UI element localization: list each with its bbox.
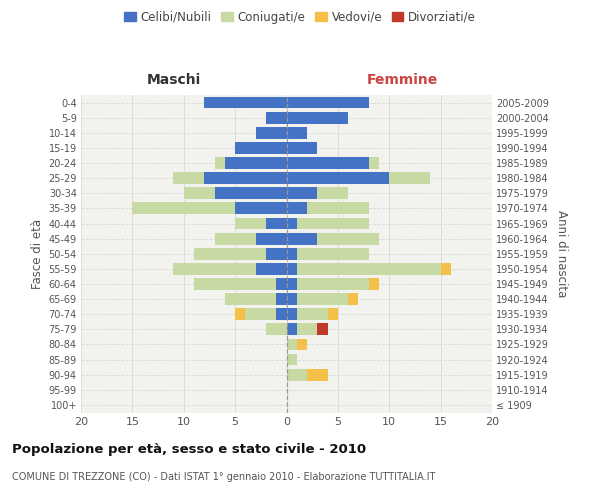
- Bar: [287, 142, 317, 154]
- Bar: [369, 157, 379, 169]
- Bar: [317, 324, 328, 335]
- Bar: [173, 263, 256, 275]
- Bar: [276, 278, 287, 290]
- Bar: [184, 188, 215, 199]
- Bar: [215, 188, 287, 199]
- Bar: [287, 278, 297, 290]
- Bar: [307, 369, 328, 380]
- Bar: [287, 354, 297, 366]
- Bar: [328, 308, 338, 320]
- Y-axis label: Anni di nascita: Anni di nascita: [554, 210, 568, 298]
- Bar: [287, 293, 297, 305]
- Bar: [440, 263, 451, 275]
- Bar: [287, 369, 307, 380]
- Bar: [287, 112, 348, 124]
- Bar: [215, 157, 225, 169]
- Bar: [133, 202, 235, 214]
- Bar: [307, 202, 369, 214]
- Bar: [287, 232, 317, 244]
- Bar: [297, 324, 317, 335]
- Bar: [225, 293, 276, 305]
- Bar: [194, 278, 276, 290]
- Text: Maschi: Maschi: [147, 74, 201, 88]
- Bar: [297, 218, 369, 230]
- Bar: [235, 142, 287, 154]
- Bar: [287, 157, 369, 169]
- Y-axis label: Fasce di età: Fasce di età: [31, 218, 44, 289]
- Bar: [256, 232, 287, 244]
- Bar: [287, 308, 297, 320]
- Bar: [287, 324, 297, 335]
- Bar: [287, 172, 389, 184]
- Bar: [245, 308, 276, 320]
- Bar: [225, 157, 287, 169]
- Bar: [204, 96, 287, 108]
- Bar: [389, 172, 430, 184]
- Bar: [266, 324, 287, 335]
- Bar: [369, 278, 379, 290]
- Bar: [297, 338, 307, 350]
- Bar: [266, 112, 287, 124]
- Bar: [173, 172, 204, 184]
- Bar: [215, 232, 256, 244]
- Bar: [297, 263, 440, 275]
- Bar: [287, 96, 369, 108]
- Bar: [287, 218, 297, 230]
- Bar: [266, 218, 287, 230]
- Bar: [266, 248, 287, 260]
- Bar: [287, 202, 307, 214]
- Bar: [317, 188, 348, 199]
- Bar: [235, 308, 245, 320]
- Bar: [235, 218, 266, 230]
- Bar: [287, 248, 297, 260]
- Bar: [204, 172, 287, 184]
- Bar: [276, 293, 287, 305]
- Bar: [287, 338, 297, 350]
- Bar: [287, 263, 297, 275]
- Bar: [317, 232, 379, 244]
- Bar: [276, 308, 287, 320]
- Legend: Celibi/Nubili, Coniugati/e, Vedovi/e, Divorziati/e: Celibi/Nubili, Coniugati/e, Vedovi/e, Di…: [119, 6, 481, 28]
- Bar: [235, 202, 287, 214]
- Bar: [297, 308, 328, 320]
- Bar: [287, 127, 307, 138]
- Bar: [297, 293, 348, 305]
- Bar: [256, 263, 287, 275]
- Bar: [194, 248, 266, 260]
- Text: Femmine: Femmine: [367, 74, 437, 88]
- Bar: [297, 278, 369, 290]
- Bar: [297, 248, 369, 260]
- Text: COMUNE DI TREZZONE (CO) - Dati ISTAT 1° gennaio 2010 - Elaborazione TUTTITALIA.I: COMUNE DI TREZZONE (CO) - Dati ISTAT 1° …: [12, 472, 436, 482]
- Bar: [348, 293, 358, 305]
- Text: Popolazione per età, sesso e stato civile - 2010: Popolazione per età, sesso e stato civil…: [12, 442, 366, 456]
- Bar: [256, 127, 287, 138]
- Bar: [287, 188, 317, 199]
